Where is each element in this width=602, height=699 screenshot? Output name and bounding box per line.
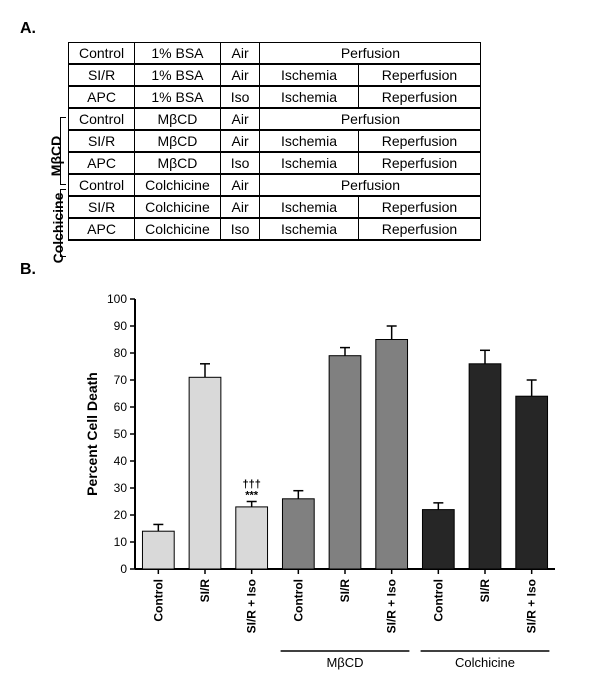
cell-gas: Air [220,64,260,86]
table-row: ControlMβCDAirPerfusion [69,108,481,130]
cell-treatment: MβCD [135,152,221,174]
cell-phase2: Reperfusion [358,218,481,240]
cell-treatment: 1% BSA [135,86,221,108]
panel-b-label: B. [20,261,582,279]
bar [422,510,454,569]
cell-phase2: Reperfusion [358,64,481,86]
cell-treatment: MβCD [135,108,221,130]
svg-text:Percent Cell Death: Percent Cell Death [84,372,100,496]
cell-treatment: Colchicine [135,218,221,240]
panel-a-label: A. [20,20,582,38]
svg-text:90: 90 [114,319,128,333]
cell-phase1: Ischemia [260,130,358,152]
cell-treatment: 1% BSA [135,43,221,65]
svg-text:Control: Control [291,579,305,622]
cell-gas: Air [220,108,260,130]
svg-text:40: 40 [114,454,128,468]
table-row: ControlColchicineAirPerfusion [69,174,481,196]
svg-text:0: 0 [120,562,127,576]
cell-group: APC [69,152,135,174]
bar [469,364,501,569]
svg-text:60: 60 [114,400,128,414]
bar [236,507,268,569]
svg-text:SI/R: SI/R [198,579,212,603]
table-row: SI/RMβCDAirIschemiaReperfusion [69,130,481,152]
svg-text:SI/R: SI/R [478,579,492,603]
table-row: APCMβCDIsoIschemiaReperfusion [69,152,481,174]
svg-text:SI/R + Iso: SI/R + Iso [525,579,539,633]
cell-phase: Perfusion [260,174,481,196]
bar [189,377,221,569]
cell-phase: Perfusion [260,108,481,130]
mbcd-side-label: MβCD [48,126,64,186]
table-row: SI/RColchicineAirIschemiaReperfusion [69,196,481,218]
cell-group: Control [69,43,135,65]
cell-group: SI/R [69,196,135,218]
cell-gas: Iso [220,152,260,174]
experiment-table: Control1% BSAAirPerfusionSI/R1% BSAAirIs… [68,42,481,241]
panel-a-table-wrap: MβCD Colchicine Control1% BSAAirPerfusio… [60,42,582,241]
cell-group: APC [69,86,135,108]
svg-text:SI/R + Iso: SI/R + Iso [245,579,259,633]
svg-text:30: 30 [114,481,128,495]
bar [516,396,548,569]
cell-treatment: MβCD [135,130,221,152]
svg-text:80: 80 [114,346,128,360]
cell-phase1: Ischemia [260,196,358,218]
bar [282,499,314,569]
cell-treatment: Colchicine [135,196,221,218]
cell-group: Control [69,174,135,196]
bar [142,531,174,569]
cell-treatment: 1% BSA [135,64,221,86]
table-row: SI/R1% BSAAirIschemiaReperfusion [69,64,481,86]
table-row: APCColchicineIsoIschemiaReperfusion [69,218,481,240]
cell-group: SI/R [69,64,135,86]
svg-text:MβCD: MβCD [326,655,363,670]
cell-gas: Air [220,43,260,65]
table-row: APC1% BSAIsoIschemiaReperfusion [69,86,481,108]
svg-text:Colchicine: Colchicine [455,655,515,670]
cell-gas: Iso [220,218,260,240]
svg-text:SI/R: SI/R [338,579,352,603]
cell-phase2: Reperfusion [358,152,481,174]
bar-chart-wrap: 0 10 20 30 40 50 60 70 80 90 100 Percent Cell Death… [80,289,582,679]
svg-text:20: 20 [114,508,128,522]
cell-phase: Perfusion [260,43,481,65]
bar [329,356,361,569]
table-row: Control1% BSAAirPerfusion [69,43,481,65]
bar [376,340,408,570]
svg-text:Control: Control [151,579,165,622]
cell-gas: Air [220,130,260,152]
cell-gas: Iso [220,86,260,108]
cell-phase2: Reperfusion [358,86,481,108]
cell-treatment: Colchicine [135,174,221,196]
cell-gas: Air [220,196,260,218]
cell-phase1: Ischemia [260,86,358,108]
bar-chart: 0 10 20 30 40 50 60 70 80 90 100 Percent Cell Death… [80,289,565,679]
svg-text:Control: Control [431,579,445,622]
cell-phase1: Ischemia [260,152,358,174]
cell-gas: Air [220,174,260,196]
cell-group: APC [69,218,135,240]
cell-group: Control [69,108,135,130]
cell-phase1: Ischemia [260,64,358,86]
cell-phase1: Ischemia [260,218,358,240]
svg-text:100: 100 [107,292,127,306]
svg-text:50: 50 [114,427,128,441]
svg-text:***: *** [245,490,259,502]
cell-phase2: Reperfusion [358,130,481,152]
cell-group: SI/R [69,130,135,152]
cell-phase2: Reperfusion [358,196,481,218]
svg-text:10: 10 [114,535,128,549]
svg-text:70: 70 [114,373,128,387]
svg-text:SI/R + Iso: SI/R + Iso [385,579,399,633]
colchicine-side-label: Colchicine [50,188,66,268]
